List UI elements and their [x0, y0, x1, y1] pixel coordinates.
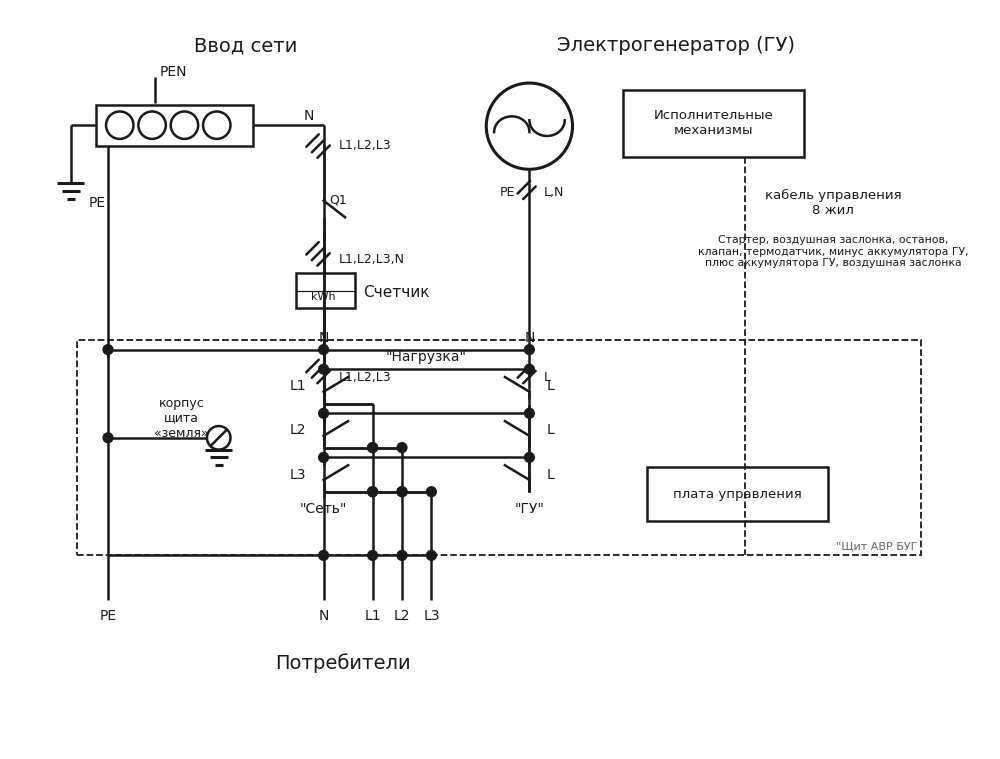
- Circle shape: [368, 487, 377, 496]
- Bar: [622, 90, 804, 156]
- Text: PE: PE: [99, 609, 117, 623]
- Bar: [647, 468, 828, 521]
- Circle shape: [397, 487, 407, 496]
- Text: L,N: L,N: [544, 186, 564, 200]
- Text: "Нагрузка": "Нагрузка": [386, 351, 467, 364]
- Circle shape: [524, 364, 534, 374]
- Circle shape: [319, 408, 328, 418]
- Text: L1: L1: [364, 609, 381, 623]
- Circle shape: [397, 550, 407, 560]
- Text: L1,L2,L3: L1,L2,L3: [338, 370, 391, 383]
- Text: L: L: [547, 424, 555, 437]
- Text: L3: L3: [423, 609, 440, 623]
- Circle shape: [319, 364, 328, 374]
- Text: L: L: [547, 380, 555, 393]
- Text: N: N: [303, 109, 314, 124]
- Text: PEN: PEN: [160, 65, 187, 79]
- Circle shape: [368, 442, 377, 452]
- Text: Q1: Q1: [329, 194, 347, 206]
- Circle shape: [426, 550, 436, 560]
- Text: плата управления: плата управления: [673, 488, 802, 501]
- Text: N: N: [318, 609, 329, 623]
- Circle shape: [397, 487, 407, 496]
- Circle shape: [368, 442, 377, 452]
- Text: L: L: [547, 468, 555, 481]
- Text: "ГУ": "ГУ": [514, 502, 544, 516]
- Circle shape: [397, 442, 407, 452]
- Circle shape: [103, 433, 113, 442]
- Text: L2: L2: [289, 424, 306, 437]
- Text: L3: L3: [289, 468, 306, 481]
- Circle shape: [103, 345, 113, 354]
- Text: N: N: [318, 331, 329, 345]
- Text: Ввод сети: Ввод сети: [194, 36, 297, 55]
- Text: Потребители: Потребители: [275, 653, 411, 673]
- Text: корпус
щита
«земля»: корпус щита «земля»: [154, 397, 209, 439]
- Circle shape: [368, 550, 377, 560]
- Text: кабель управления
8 жил: кабель управления 8 жил: [765, 188, 902, 216]
- Text: Электрогенератор (ГУ): Электрогенератор (ГУ): [557, 36, 795, 55]
- Text: "Сеть": "Сеть": [300, 502, 347, 516]
- Bar: [96, 105, 253, 146]
- Text: L1,L2,L3: L1,L2,L3: [338, 139, 391, 153]
- Circle shape: [319, 550, 328, 560]
- Text: Счетчик: Счетчик: [363, 285, 429, 301]
- Text: L: L: [544, 370, 551, 383]
- Circle shape: [524, 345, 534, 354]
- Circle shape: [524, 408, 534, 418]
- Text: N: N: [524, 331, 535, 345]
- Text: Исполнительные
механизмы: Исполнительные механизмы: [653, 109, 773, 137]
- Circle shape: [319, 345, 328, 354]
- Text: L1: L1: [289, 380, 306, 393]
- Text: L2: L2: [394, 609, 410, 623]
- Text: L1,L2,L3,N: L1,L2,L3,N: [338, 253, 404, 266]
- Text: kWh: kWh: [311, 291, 336, 301]
- Circle shape: [426, 487, 436, 496]
- Text: Стартер, воздушная заслонка, останов,
клапан, термодатчик, минус аккумулятора ГУ: Стартер, воздушная заслонка, останов, кл…: [698, 235, 969, 268]
- Circle shape: [319, 452, 328, 462]
- Text: "Щит АВР БУГ: "Щит АВР БУГ: [836, 541, 917, 552]
- Circle shape: [524, 452, 534, 462]
- Text: PE: PE: [88, 196, 106, 209]
- Text: PE: PE: [499, 186, 515, 200]
- Bar: [77, 340, 921, 556]
- Circle shape: [368, 487, 377, 496]
- Bar: [296, 273, 355, 308]
